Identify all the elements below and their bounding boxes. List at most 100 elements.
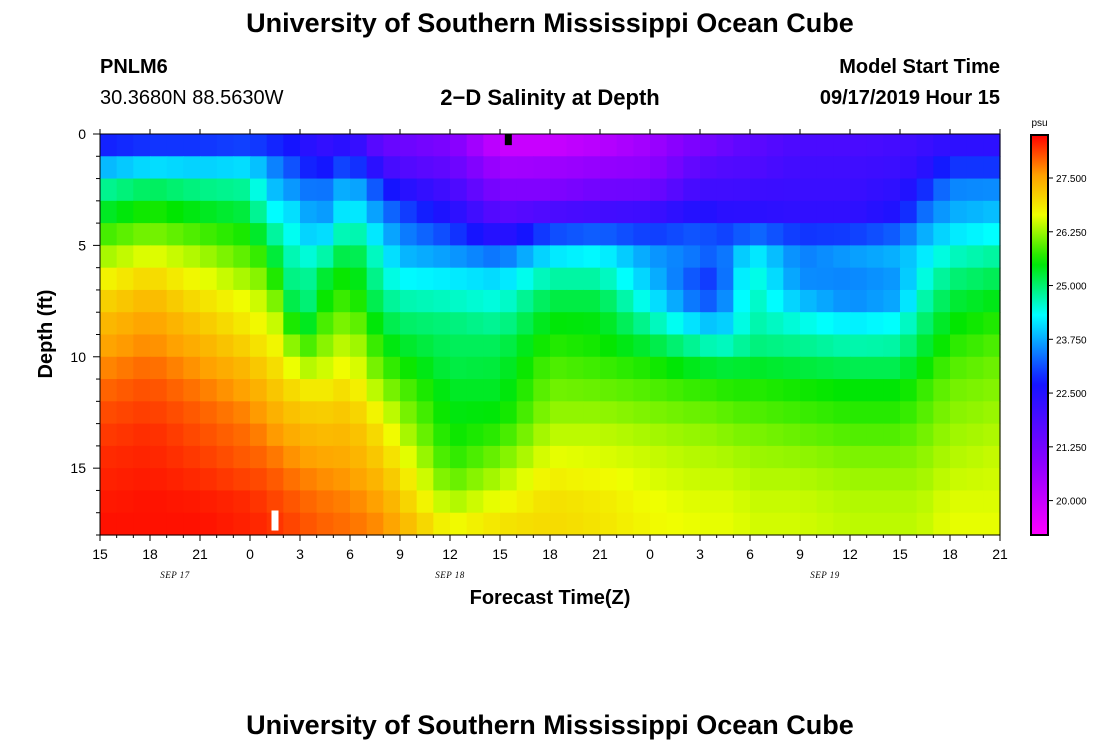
heatmap-cell (250, 267, 268, 291)
heatmap-cell (233, 245, 251, 269)
heatmap-cell (216, 267, 234, 291)
heatmap-cell (766, 401, 784, 425)
x-tick-label: 9 (796, 546, 804, 562)
heatmap-cell (950, 379, 968, 402)
heatmap-cell (433, 490, 451, 514)
heatmap-cell (100, 200, 118, 224)
heatmap-cell (833, 312, 851, 336)
heatmap-cell (733, 223, 751, 246)
heatmap-cell (700, 423, 718, 447)
heatmap-cell (516, 379, 534, 402)
heatmap-cell (633, 379, 651, 402)
heatmap-cell (133, 312, 151, 336)
heatmap-cell (300, 289, 318, 313)
heatmap-cell (333, 156, 351, 180)
heatmap-cell (350, 334, 368, 358)
heatmap-cell (316, 512, 334, 536)
heatmap-cell (783, 289, 801, 313)
heatmap-cell (100, 512, 118, 536)
heatmap-cell (100, 490, 118, 514)
heatmap-cell (833, 356, 851, 380)
heatmap-cell (383, 312, 401, 336)
heatmap-cell (450, 379, 468, 402)
heatmap-cell (616, 468, 634, 492)
heatmap-cell (683, 134, 701, 157)
heatmap-cell (216, 468, 234, 492)
heatmap-cell (416, 245, 434, 269)
heatmap-cell (616, 178, 634, 202)
heatmap-cell (666, 445, 684, 469)
heatmap-cell (466, 356, 484, 380)
heatmap-cell (133, 289, 151, 313)
heatmap-cell (516, 134, 534, 157)
heatmap-cell (483, 512, 501, 536)
heatmap-cell (850, 490, 868, 514)
heatmap-cell (116, 423, 134, 447)
heatmap-cell (900, 312, 918, 336)
heatmap-cell (333, 134, 351, 157)
heatmap-cell (450, 401, 468, 425)
heatmap-cell (266, 134, 284, 157)
heatmap-cell (833, 156, 851, 180)
heatmap-cell (116, 312, 134, 336)
heatmap-cell (366, 379, 384, 402)
heatmap-cell (433, 312, 451, 336)
heatmap-cell (516, 156, 534, 180)
heatmap-cell (283, 334, 301, 358)
heatmap-cell (300, 512, 318, 536)
heatmap-cell (966, 379, 984, 402)
now-marker-top (504, 134, 512, 146)
heatmap-cell (633, 200, 651, 224)
heatmap-cell (200, 245, 218, 269)
heatmap-cell (383, 423, 401, 447)
heatmap-cell (600, 423, 618, 447)
heatmap-cell (316, 245, 334, 269)
heatmap-cell (100, 134, 118, 157)
heatmap-cell (416, 512, 434, 536)
heatmap-cell (866, 267, 884, 291)
heatmap-cell (283, 178, 301, 202)
heatmap-cell (650, 200, 668, 224)
heatmap-cell (266, 267, 284, 291)
x-tick-label: 15 (492, 546, 508, 562)
heatmap-cell (433, 178, 451, 202)
heatmap-cell (533, 178, 551, 202)
heatmap-cell (450, 334, 468, 358)
heatmap-cell (983, 512, 1001, 536)
heatmap-cell (633, 401, 651, 425)
heatmap-cell (833, 178, 851, 202)
heatmap-cell (750, 156, 768, 180)
heatmap-cell (766, 178, 784, 202)
heatmap-cell (100, 356, 118, 380)
heatmap-cell (866, 512, 884, 536)
heatmap-cell (233, 490, 251, 514)
heatmap-cell (250, 379, 268, 402)
heatmap-cell (400, 334, 418, 358)
heatmap-cell (383, 356, 401, 380)
heatmap-cell (816, 445, 834, 469)
heatmap-cell (200, 178, 218, 202)
heatmap-cell (316, 312, 334, 336)
heatmap-cell (683, 223, 701, 246)
heatmap-cell (783, 468, 801, 492)
heatmap-cell (550, 223, 568, 246)
heatmap-cell (950, 423, 968, 447)
heatmap-cell (533, 134, 551, 157)
heatmap-cell (983, 156, 1001, 180)
heatmap-cell (683, 401, 701, 425)
heatmap-cell (583, 200, 601, 224)
heatmap-cell (100, 178, 118, 202)
heatmap-cell (566, 178, 584, 202)
heatmap-cell (666, 312, 684, 336)
heatmap-cell (550, 267, 568, 291)
heatmap-cell (933, 156, 951, 180)
heatmap-cell (900, 445, 918, 469)
heatmap-cell (833, 223, 851, 246)
heatmap-cell (583, 223, 601, 246)
heatmap-cell (316, 200, 334, 224)
heatmap-cell (866, 356, 884, 380)
heatmap-cell (883, 312, 901, 336)
heatmap-cell (833, 423, 851, 447)
heatmap-cell (883, 267, 901, 291)
heatmap-cell (900, 423, 918, 447)
